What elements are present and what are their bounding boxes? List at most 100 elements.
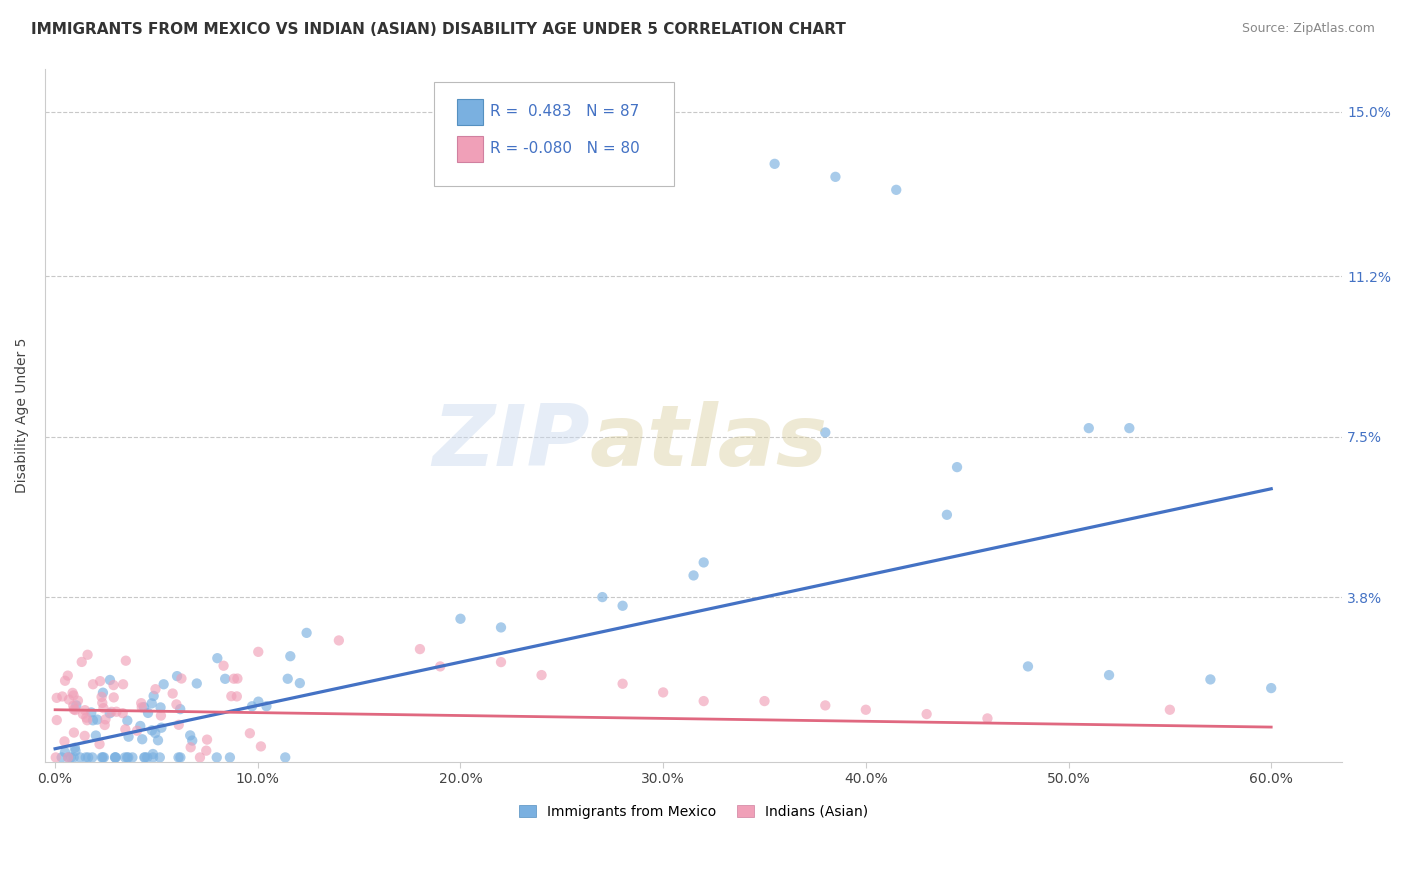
Point <box>75 711 97 725</box>
Point <box>814 698 837 713</box>
Point <box>62 698 84 713</box>
Point <box>409 642 432 657</box>
Point <box>274 750 297 764</box>
Point <box>56 668 79 682</box>
Point <box>166 669 188 683</box>
Point <box>256 699 278 714</box>
Text: Source: ZipAtlas.com: Source: ZipAtlas.com <box>1241 22 1375 36</box>
Point <box>53 745 76 759</box>
Point <box>250 739 273 754</box>
Point <box>222 672 245 686</box>
Point <box>98 706 121 721</box>
Point <box>51 750 73 764</box>
Point <box>90 750 112 764</box>
Point <box>75 750 97 764</box>
Point <box>82 677 104 691</box>
Point <box>149 700 172 714</box>
Point <box>1017 659 1039 673</box>
Point <box>855 703 877 717</box>
Point <box>150 721 173 735</box>
Point <box>219 750 242 764</box>
Point <box>692 694 714 708</box>
Point <box>91 696 114 710</box>
Point <box>93 718 115 732</box>
Point <box>180 740 202 755</box>
Point <box>82 750 104 764</box>
Point <box>754 694 776 708</box>
Point <box>1260 681 1282 695</box>
Point <box>195 732 218 747</box>
Point <box>145 682 167 697</box>
Point <box>682 568 704 582</box>
Point <box>612 677 634 691</box>
Point <box>70 655 93 669</box>
Point <box>69 750 91 764</box>
Point <box>935 508 957 522</box>
Point <box>58 750 80 764</box>
Point <box>134 750 156 764</box>
Point <box>94 712 117 726</box>
Point <box>84 729 107 743</box>
Point <box>105 705 128 719</box>
Point <box>612 599 634 613</box>
Point <box>205 750 228 764</box>
Point <box>65 698 87 713</box>
Point <box>225 690 247 704</box>
Point <box>149 708 172 723</box>
Point <box>221 689 243 703</box>
Point <box>136 750 159 764</box>
Point <box>114 654 136 668</box>
Point <box>91 750 114 764</box>
Point <box>763 157 786 171</box>
Point <box>239 726 262 740</box>
Point <box>115 750 138 764</box>
Point <box>132 700 155 714</box>
Point <box>167 718 190 732</box>
Point <box>884 183 907 197</box>
Point <box>121 750 143 764</box>
Point <box>142 689 165 703</box>
Point <box>1077 421 1099 435</box>
Point <box>186 676 208 690</box>
FancyBboxPatch shape <box>434 82 673 186</box>
Point <box>114 750 136 764</box>
Point <box>65 703 87 717</box>
Point <box>169 702 191 716</box>
Point <box>73 703 96 717</box>
Point <box>530 668 553 682</box>
Point <box>207 651 229 665</box>
Point <box>103 690 125 705</box>
Point <box>100 705 122 719</box>
Point <box>429 659 451 673</box>
Point <box>652 685 675 699</box>
Text: R = -0.080   N = 80: R = -0.080 N = 80 <box>489 141 640 156</box>
Point <box>450 612 472 626</box>
Point <box>142 747 165 761</box>
Legend: Immigrants from Mexico, Indians (Asian): Immigrants from Mexico, Indians (Asian) <box>513 799 873 824</box>
Point <box>179 728 201 742</box>
Point <box>489 620 512 634</box>
Point <box>131 732 153 747</box>
FancyBboxPatch shape <box>457 99 484 126</box>
Text: ZIP: ZIP <box>432 401 589 484</box>
Point <box>591 590 613 604</box>
Point <box>129 719 152 733</box>
Point <box>240 699 263 714</box>
Point <box>946 460 969 475</box>
Y-axis label: Disability Age Under 5: Disability Age Under 5 <box>15 337 30 492</box>
Point <box>98 673 121 687</box>
Point <box>91 686 114 700</box>
Point <box>162 686 184 700</box>
Point <box>93 750 115 764</box>
Point <box>129 696 152 710</box>
Point <box>188 750 211 764</box>
FancyBboxPatch shape <box>457 136 484 162</box>
Point <box>63 740 86 755</box>
Point <box>93 701 115 715</box>
Point <box>165 698 187 712</box>
Point <box>976 711 998 725</box>
Point <box>214 672 236 686</box>
Point <box>295 625 318 640</box>
Point <box>63 725 86 739</box>
Point <box>66 693 89 707</box>
